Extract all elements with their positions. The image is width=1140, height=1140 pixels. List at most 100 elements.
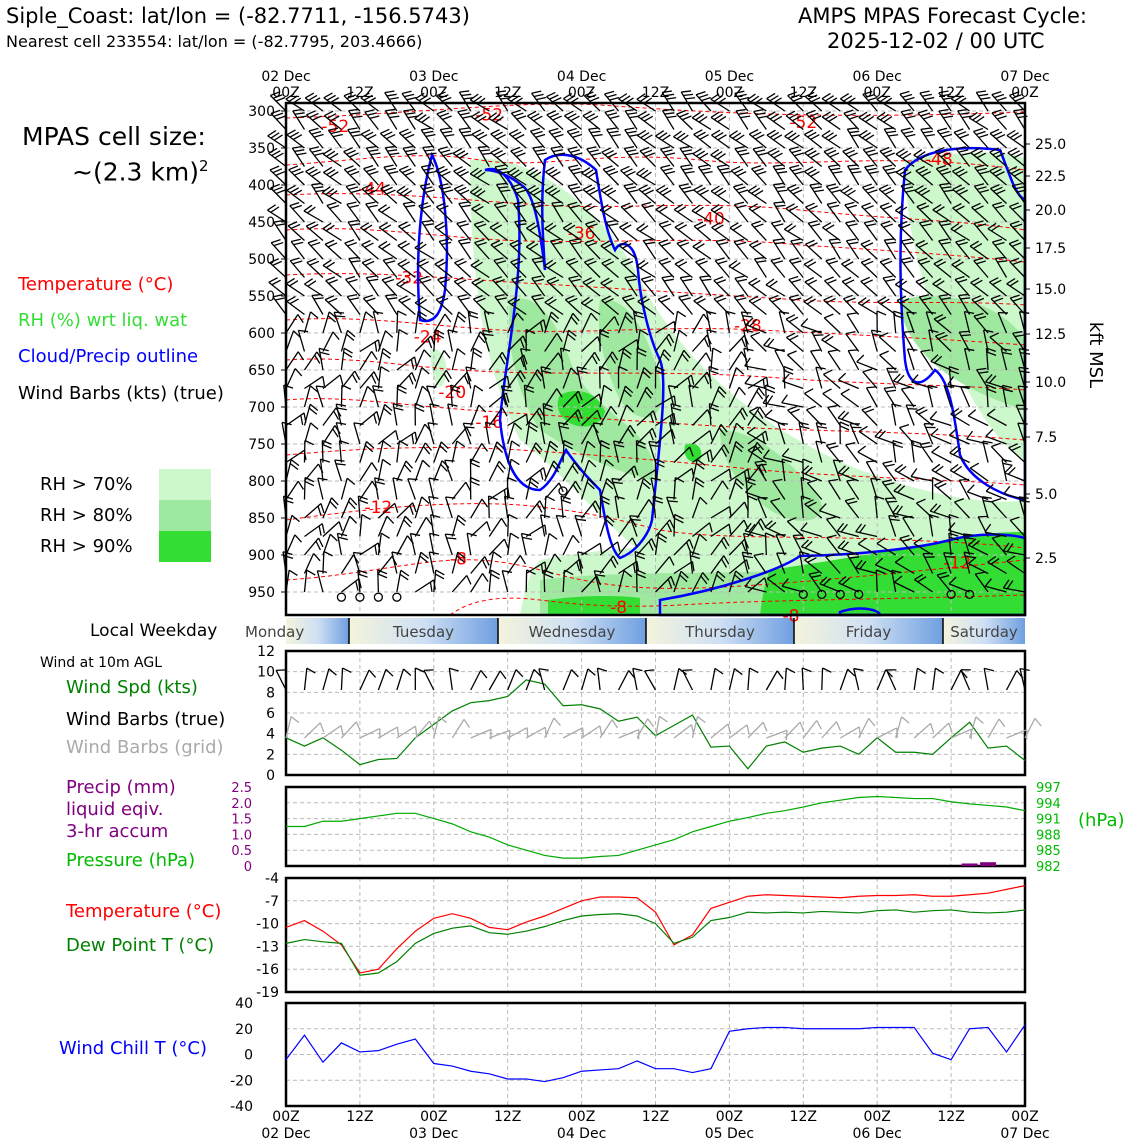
barb-flag <box>601 147 611 153</box>
upper-wind-barb <box>357 569 368 593</box>
barb-shaft <box>490 152 509 168</box>
barb-flag <box>477 134 488 140</box>
barb-flag <box>405 149 416 153</box>
barb-flag <box>533 93 544 98</box>
upper-wind-barb <box>879 146 897 167</box>
upper-wind-barb <box>692 240 712 260</box>
barb-flag <box>903 241 914 245</box>
barb-flag <box>931 445 940 453</box>
barb-flag <box>327 242 338 248</box>
barb-flag <box>425 133 436 138</box>
barb-flag <box>548 444 558 452</box>
pressure-tick-label: 700 <box>248 400 275 416</box>
upper-wind-barb <box>984 578 1007 593</box>
upper-wind-barb <box>974 571 989 593</box>
barb-shaft <box>466 533 472 556</box>
barb-flag <box>393 403 403 407</box>
cell-size-exponent: 2 <box>199 157 209 175</box>
barb-shaft <box>345 185 361 204</box>
barb-flag <box>917 257 928 262</box>
barb-flag <box>793 96 803 102</box>
barb-shaft <box>839 669 849 691</box>
barb-flag <box>935 280 945 287</box>
barb-flag <box>309 112 319 119</box>
upper-wind-barb <box>306 110 324 130</box>
upper-wind-barb <box>652 495 664 519</box>
upper-wind-barb <box>557 421 570 445</box>
barb-flag <box>886 130 897 134</box>
barb-flag <box>346 149 356 155</box>
barb-flag <box>766 338 775 347</box>
barb-flag <box>567 183 578 187</box>
upper-wind-barb <box>599 328 610 352</box>
upper-wind-barb <box>960 386 971 408</box>
barb-shaft <box>691 716 699 739</box>
barb-flag <box>814 189 824 193</box>
barb-flag <box>806 298 816 305</box>
barb-shaft <box>567 148 583 167</box>
barb-flag <box>399 573 409 581</box>
barb-shaft <box>620 206 638 223</box>
upper-wind-barb <box>861 183 878 204</box>
barb-flag <box>490 129 500 135</box>
barb-flag <box>784 130 794 137</box>
barb-flag <box>865 115 875 123</box>
sfc-wind-barb-grid <box>673 724 695 739</box>
barb-flag <box>571 241 582 245</box>
barb-flag <box>844 279 855 285</box>
barb-flag <box>1013 171 1024 177</box>
barb-flag <box>680 570 689 579</box>
barb-shaft <box>323 97 342 112</box>
barb-shaft <box>729 724 748 739</box>
rh-area <box>509 298 654 480</box>
barb-flag <box>272 260 282 266</box>
weekday-band-segment <box>349 618 498 644</box>
upper-wind-barb <box>766 129 786 149</box>
barb-flag <box>367 204 378 208</box>
barb-flag <box>866 460 877 463</box>
cell-size-value: ~(2.3 km)2 <box>72 157 209 186</box>
barb-flag <box>710 93 720 100</box>
barb-flag <box>783 369 794 375</box>
barb-shaft <box>766 729 788 739</box>
barb-shaft <box>846 554 860 574</box>
barb-shaft <box>531 296 546 315</box>
barb-flag <box>794 170 805 175</box>
barb-flag <box>636 443 646 449</box>
barb-shaft <box>340 348 345 371</box>
barb-flag <box>837 372 847 381</box>
barb-flag <box>354 370 361 380</box>
barb-shaft <box>673 570 682 593</box>
barb-flag <box>626 278 637 282</box>
barb-flag <box>717 389 726 398</box>
upper-wind-barb <box>658 239 675 260</box>
barb-flag <box>594 500 601 510</box>
barb-flag <box>626 312 634 320</box>
barb-flag <box>603 206 613 213</box>
upper-wind-barb <box>1008 239 1026 260</box>
barb-flag <box>958 149 969 153</box>
upper-wind-barb <box>691 533 708 556</box>
barb-shaft <box>507 727 528 739</box>
barb-flag <box>658 239 669 244</box>
barb-flag <box>748 295 759 302</box>
upper-wind-barb <box>693 221 712 241</box>
barb-shaft <box>728 501 746 519</box>
barb-flag <box>843 95 853 102</box>
barb-flag <box>630 518 641 521</box>
barb-flag <box>371 351 378 360</box>
barb-shaft <box>652 496 657 519</box>
barb-shaft <box>895 153 915 168</box>
barb-flag <box>715 257 725 262</box>
pressure-line <box>286 795 1026 859</box>
barb-flag <box>604 298 614 304</box>
upper-wind-barb <box>781 448 804 464</box>
kft-tick-label: 25.0 <box>1035 137 1066 153</box>
upper-wind-barb <box>322 148 342 168</box>
barb-flag <box>441 96 452 102</box>
barb-flag <box>867 96 878 101</box>
barb-flag <box>416 258 426 265</box>
forecast-cycle: 2025-12-02 / 00 UTC <box>827 29 1045 53</box>
barb-shaft <box>680 91 694 112</box>
bottom-hour-label: 12Z <box>346 1109 373 1125</box>
